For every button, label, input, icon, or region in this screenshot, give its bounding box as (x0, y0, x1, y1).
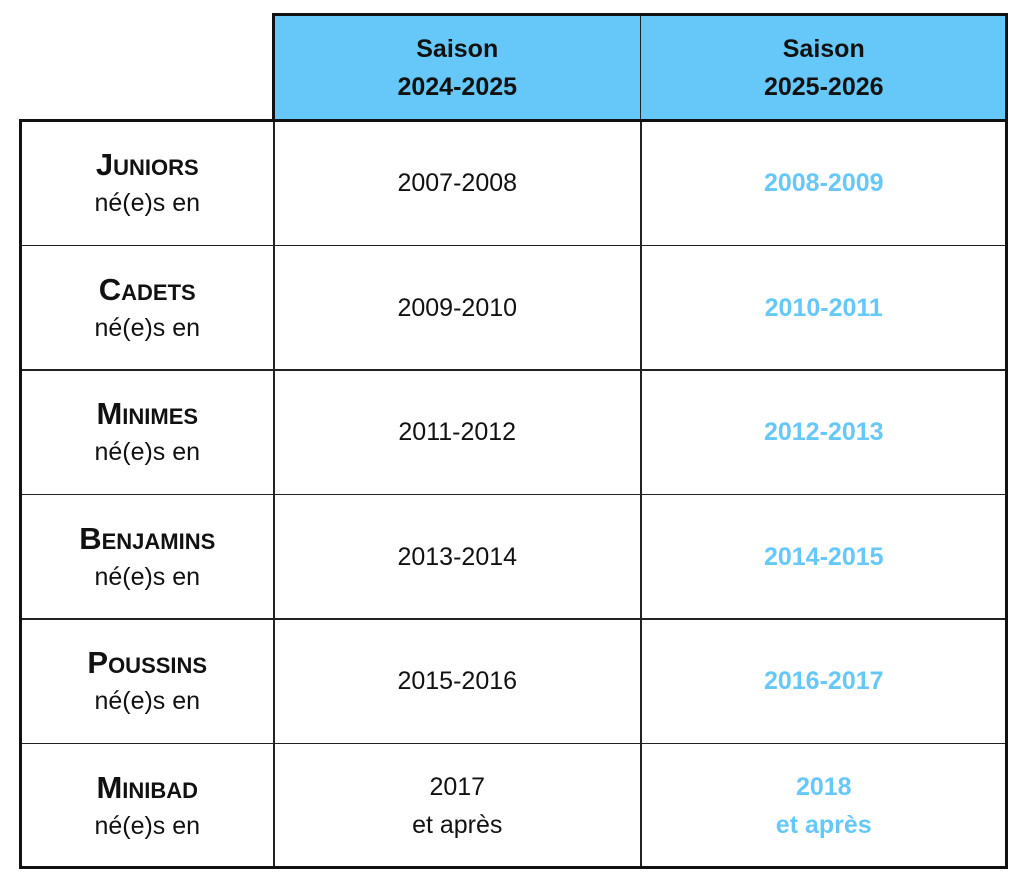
category-cell: Juniors né(e)s en (20, 120, 275, 246)
year-text: 2017 (429, 772, 486, 801)
category-name: Minimes (96, 396, 199, 431)
year-cell: 2016-2017 (640, 618, 1008, 744)
header-text: Saison (782, 34, 865, 63)
category-note: né(e)s en (94, 189, 201, 217)
year-cell: 2015-2016 (273, 618, 642, 744)
category-cell: Cadets né(e)s en (20, 244, 275, 371)
year-cell: 2010-2011 (640, 244, 1008, 371)
header-text: Saison (416, 34, 499, 63)
header-text: 2024-2025 (397, 72, 518, 101)
header-cell: Saison 2024-2025 (273, 14, 642, 122)
category-cell: Poussins né(e)s en (20, 618, 275, 744)
year-text: 2007-2008 (397, 169, 518, 197)
year-text: et après (775, 810, 872, 839)
year-text: 2010-2011 (764, 293, 883, 322)
header-cell: Saison 2025-2026 (640, 14, 1008, 122)
year-text: 2016-2017 (763, 667, 884, 695)
year-text: 2018 (795, 772, 852, 801)
year-text: 2014-2015 (763, 542, 884, 571)
year-cell: 2009-2010 (273, 244, 642, 371)
year-cell: 2017 et après (273, 742, 642, 869)
category-cell: Benjamins né(e)s en (20, 493, 275, 620)
category-note: né(e)s en (94, 438, 201, 466)
year-cell: 2011-2012 (273, 369, 642, 495)
category-note: né(e)s en (94, 811, 201, 840)
category-name: Juniors (95, 147, 199, 182)
year-text: 2011-2012 (398, 418, 517, 446)
category-name: Benjamins (79, 520, 216, 556)
year-text: 2008-2009 (763, 169, 884, 197)
year-cell: 2013-2014 (273, 493, 642, 620)
year-text: 2012-2013 (763, 418, 884, 446)
year-cell: 2012-2013 (640, 369, 1008, 495)
category-name: Cadets (98, 271, 196, 307)
category-note: né(e)s en (94, 687, 201, 715)
category-cell: Minimes né(e)s en (20, 369, 275, 495)
category-note: né(e)s en (94, 313, 201, 342)
year-text: et après (412, 810, 503, 839)
header-text: 2025-2026 (763, 72, 884, 101)
category-name: Poussins (87, 645, 208, 680)
category-name: Minibad (96, 769, 199, 805)
year-text: 2013-2014 (397, 542, 518, 571)
year-cell: 2007-2008 (273, 120, 642, 246)
year-cell: 2008-2009 (640, 120, 1008, 246)
year-cell: 2014-2015 (640, 493, 1008, 620)
year-text: 2015-2016 (397, 667, 518, 695)
category-note: né(e)s en (94, 562, 201, 591)
year-cell: 2018 et après (640, 742, 1008, 869)
year-text: 2009-2010 (397, 293, 518, 322)
category-cell: Minibad né(e)s en (20, 742, 275, 869)
